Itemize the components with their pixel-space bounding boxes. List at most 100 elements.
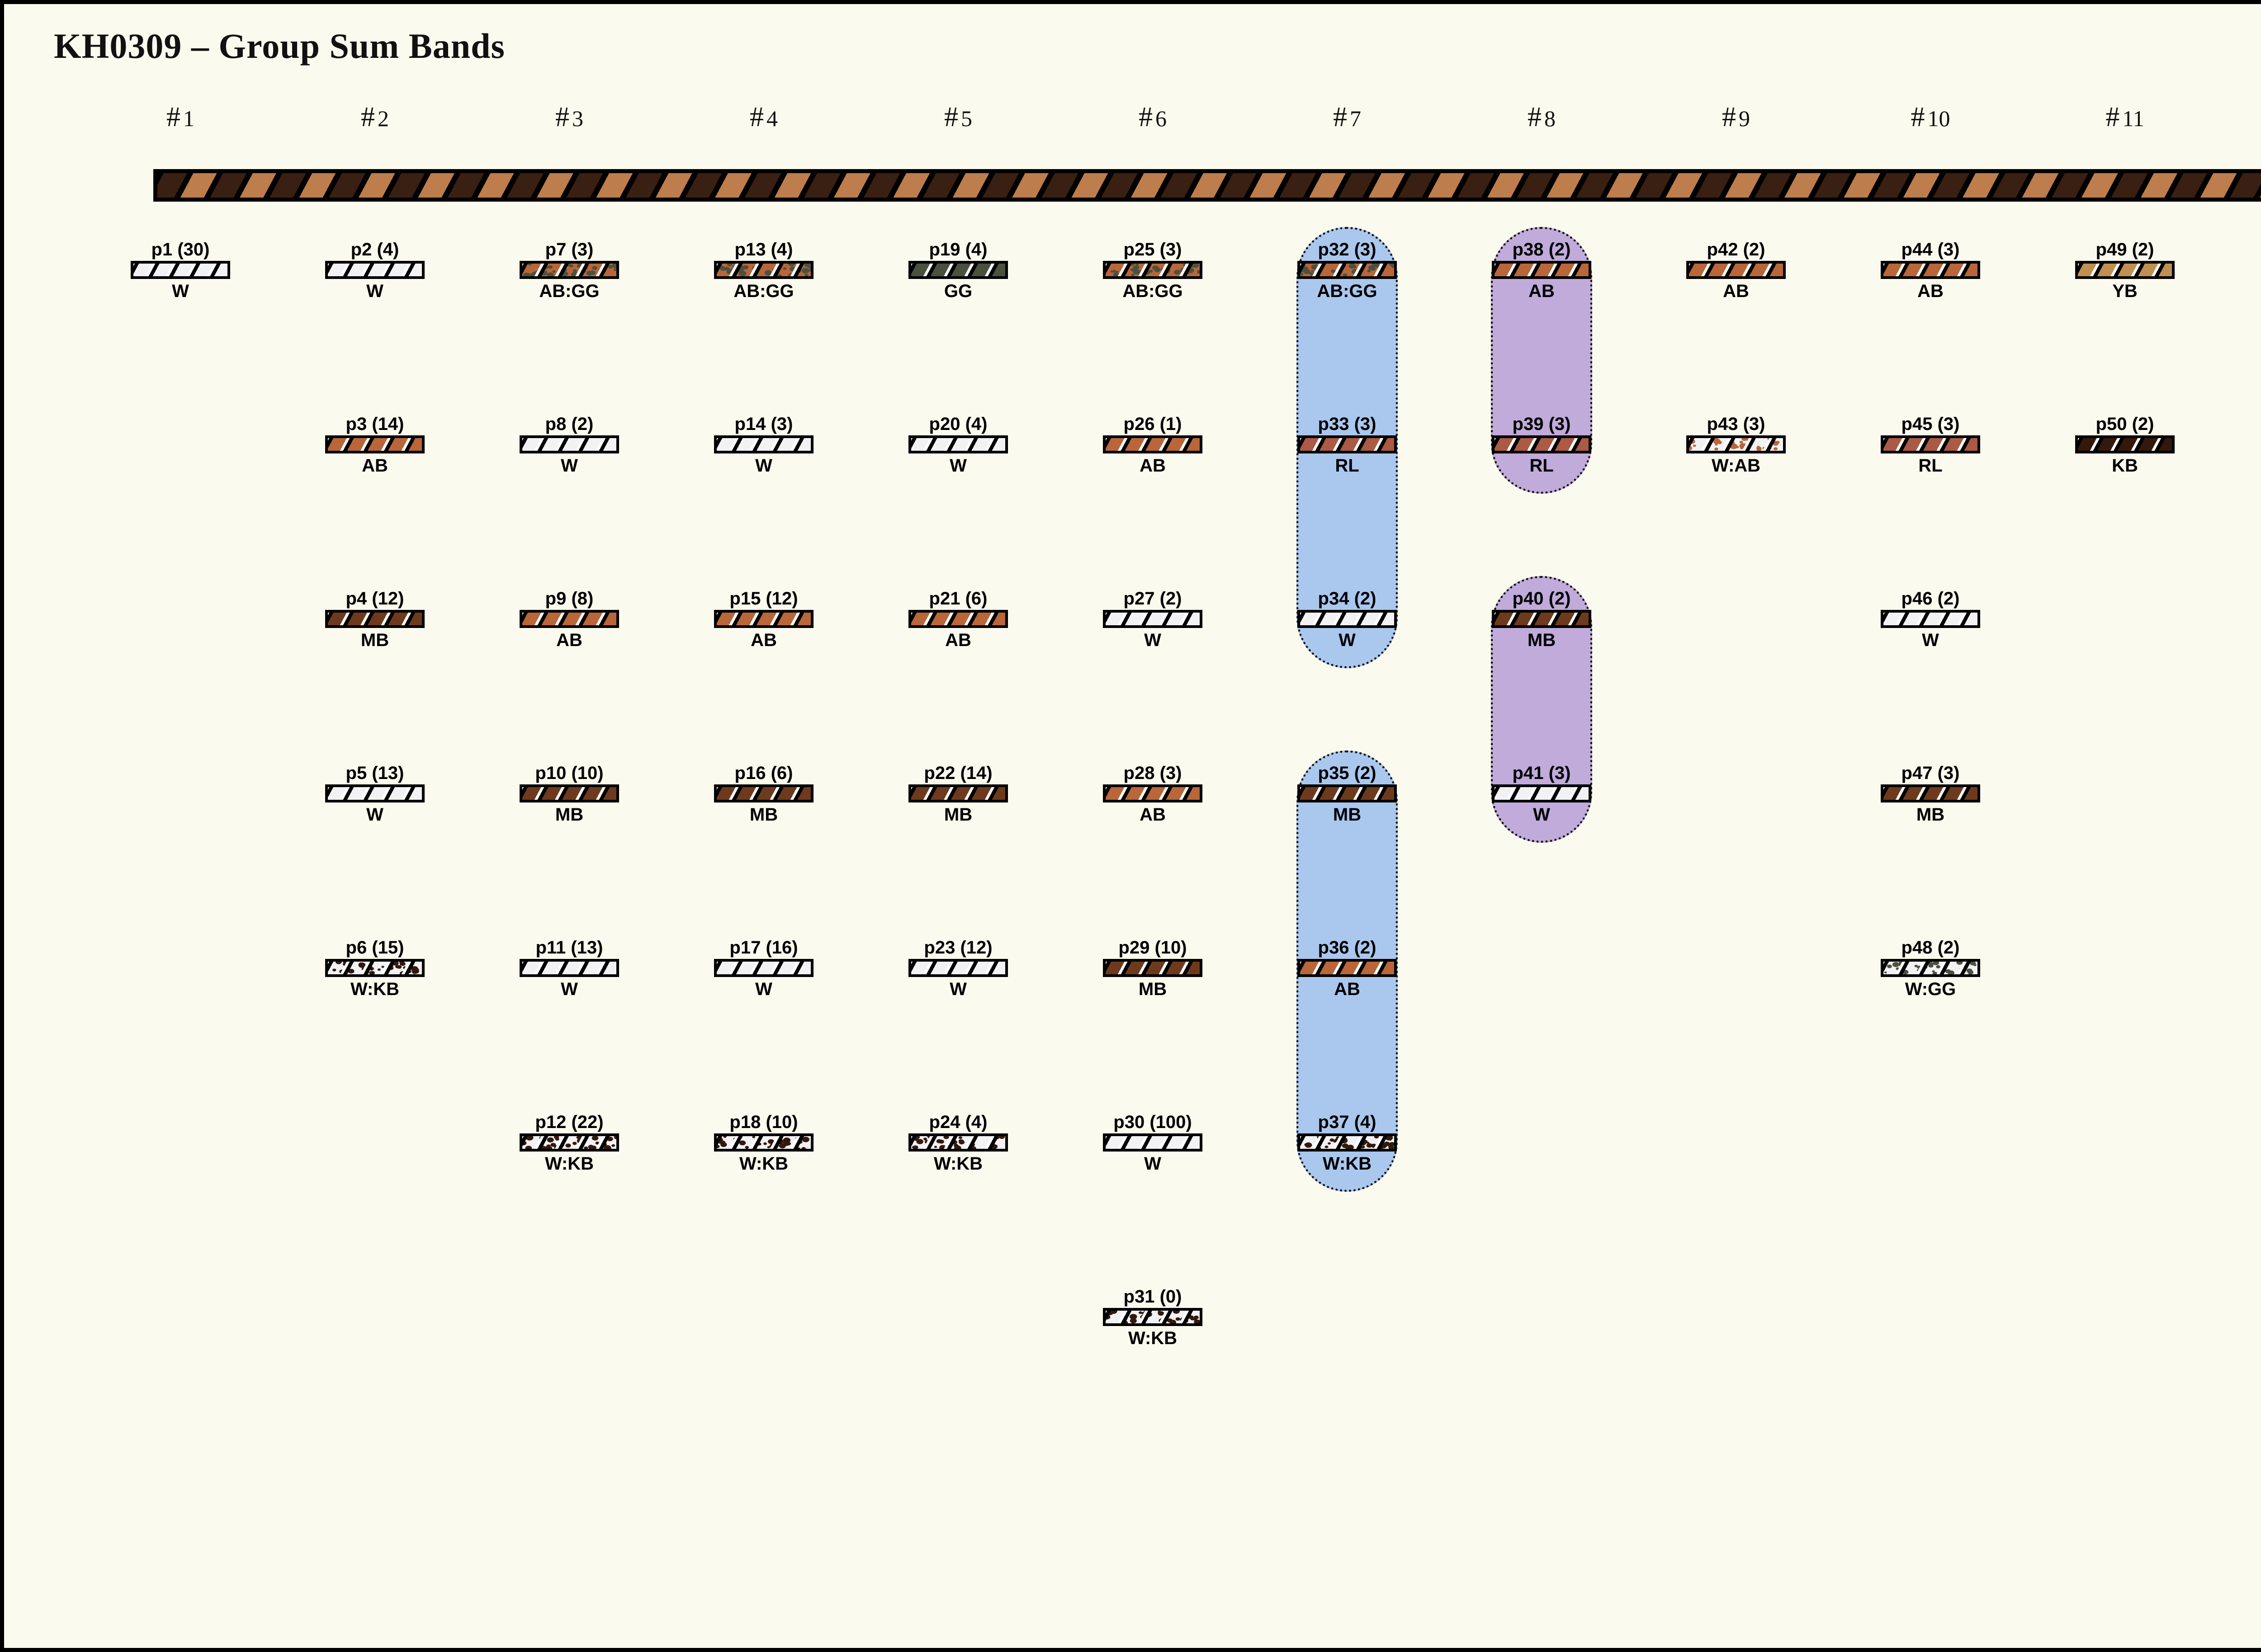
band-cell-p15[interactable]: p15 (12) AB (705, 590, 823, 649)
band-cell-p8[interactable]: p8 (2) W (511, 415, 628, 475)
band-cell-p50[interactable]: p50 (2) KB (2066, 415, 2184, 475)
band-cell-p22[interactable]: p22 (14) MB (899, 764, 1017, 824)
band-swatch-p33[interactable] (1297, 435, 1397, 453)
band-cell-p33[interactable]: p33 (3) RL (1288, 415, 1406, 475)
band-cell-p45[interactable]: p45 (3) RL (1872, 415, 1989, 475)
band-swatch-p16[interactable] (714, 784, 814, 802)
band-cell-p40[interactable]: p40 (2) MB (1483, 590, 1600, 649)
band-cell-p29[interactable]: p29 (10) MB (1094, 939, 1211, 998)
band-cell-p42[interactable]: p42 (2) AB (1677, 241, 1795, 300)
band-swatch-p32[interactable] (1297, 261, 1397, 279)
band-swatch-p19[interactable] (908, 261, 1008, 279)
band-swatch-p8[interactable] (520, 435, 619, 453)
band-swatch-p39[interactable] (1492, 435, 1591, 453)
band-cell-p17[interactable]: p17 (16) W (705, 939, 823, 998)
band-swatch-p45[interactable] (1881, 435, 1980, 453)
band-cell-p28[interactable]: p28 (3) AB (1094, 764, 1211, 824)
band-swatch-p1[interactable] (131, 261, 230, 279)
band-swatch-p2[interactable] (325, 261, 425, 279)
band-swatch-p28[interactable] (1103, 784, 1202, 802)
band-swatch-p46[interactable] (1881, 610, 1980, 628)
band-swatch-p10[interactable] (520, 784, 619, 802)
band-cell-p47[interactable]: p47 (3) MB (1872, 764, 1989, 824)
band-swatch-p13[interactable] (714, 261, 814, 279)
band-swatch-p25[interactable] (1103, 261, 1202, 279)
band-cell-p27[interactable]: p27 (2) W (1094, 590, 1211, 649)
band-cell-p49[interactable]: p49 (2) YB (2066, 241, 2184, 300)
band-swatch-p50[interactable] (2075, 435, 2175, 453)
band-swatch-p26[interactable] (1103, 435, 1202, 453)
band-cell-p26[interactable]: p26 (1) AB (1094, 415, 1211, 475)
band-swatch-p7[interactable] (520, 261, 619, 279)
band-cell-p3[interactable]: p3 (14) AB (316, 415, 434, 475)
band-cell-p48[interactable]: p48 (2) W:GG (1872, 939, 1989, 998)
band-cell-p31[interactable]: p31 (0) W:KB (1094, 1288, 1211, 1347)
band-swatch-p12[interactable] (520, 1133, 619, 1152)
band-swatch-p42[interactable] (1686, 261, 1786, 279)
band-cell-p23[interactable]: p23 (12) W (899, 939, 1017, 998)
band-swatch-p35[interactable] (1297, 784, 1397, 802)
band-swatch-p20[interactable] (908, 435, 1008, 453)
band-swatch-p14[interactable] (714, 435, 814, 453)
band-swatch-p37[interactable] (1297, 1133, 1397, 1152)
band-swatch-p38[interactable] (1492, 261, 1591, 279)
band-swatch-p18[interactable] (714, 1133, 814, 1152)
band-cell-p21[interactable]: p21 (6) AB (899, 590, 1017, 649)
band-swatch-p27[interactable] (1103, 610, 1202, 628)
band-swatch-p11[interactable] (520, 959, 619, 977)
band-cell-p4[interactable]: p4 (12) MB (316, 590, 434, 649)
band-cell-p30[interactable]: p30 (100) W (1094, 1113, 1211, 1173)
band-swatch-p49[interactable] (2075, 261, 2175, 279)
band-swatch-p47[interactable] (1881, 784, 1980, 802)
band-cell-p44[interactable]: p44 (3) AB (1872, 241, 1989, 300)
band-cell-p34[interactable]: p34 (2) W (1288, 590, 1406, 649)
band-cell-p32[interactable]: p32 (3) AB:GG (1288, 241, 1406, 300)
band-cell-p24[interactable]: p24 (4) W:KB (899, 1113, 1017, 1173)
band-swatch-p41[interactable] (1492, 784, 1591, 802)
band-cell-p1[interactable]: p1 (30) W (122, 241, 239, 300)
band-cell-p39[interactable]: p39 (3) RL (1483, 415, 1600, 475)
band-swatch-p44[interactable] (1881, 261, 1980, 279)
band-swatch-p31[interactable] (1103, 1308, 1202, 1326)
band-swatch-p29[interactable] (1103, 959, 1202, 977)
band-swatch-p40[interactable] (1492, 610, 1591, 628)
band-swatch-p5[interactable] (325, 784, 425, 802)
band-cell-p19[interactable]: p19 (4) GG (899, 241, 1017, 300)
band-cell-p35[interactable]: p35 (2) MB (1288, 764, 1406, 824)
band-cell-p11[interactable]: p11 (13) W (511, 939, 628, 998)
band-cell-p18[interactable]: p18 (10) W:KB (705, 1113, 823, 1173)
band-swatch-p15[interactable] (714, 610, 814, 628)
band-swatch-p34[interactable] (1297, 610, 1397, 628)
band-swatch-p9[interactable] (520, 610, 619, 628)
band-cell-p13[interactable]: p13 (4) AB:GG (705, 241, 823, 300)
band-cell-p12[interactable]: p12 (22) W:KB (511, 1113, 628, 1173)
band-cell-p5[interactable]: p5 (13) W (316, 764, 434, 824)
band-swatch-p30[interactable] (1103, 1133, 1202, 1152)
band-swatch-p21[interactable] (908, 610, 1008, 628)
band-cell-p20[interactable]: p20 (4) W (899, 415, 1017, 475)
band-swatch-p22[interactable] (908, 784, 1008, 802)
band-swatch-p23[interactable] (908, 959, 1008, 977)
band-cell-p10[interactable]: p10 (10) MB (511, 764, 628, 824)
band-swatch-p17[interactable] (714, 959, 814, 977)
band-cell-p46[interactable]: p46 (2) W (1872, 590, 1989, 649)
band-swatch-p4[interactable] (325, 610, 425, 628)
band-swatch-p43[interactable] (1686, 435, 1786, 453)
band-cell-p25[interactable]: p25 (3) AB:GG (1094, 241, 1211, 300)
band-cell-p16[interactable]: p16 (6) MB (705, 764, 823, 824)
band-swatch-p48[interactable] (1881, 959, 1980, 977)
band-cell-p43[interactable]: p43 (3) W:AB (1677, 415, 1795, 475)
band-cell-p14[interactable]: p14 (3) W (705, 415, 823, 475)
band-cell-p6[interactable]: p6 (15) W:KB (316, 939, 434, 998)
band-swatch-p3[interactable] (325, 435, 425, 453)
band-cell-p2[interactable]: p2 (4) W (316, 241, 434, 300)
band-swatch-p24[interactable] (908, 1133, 1008, 1152)
band-cell-p36[interactable]: p36 (2) AB (1288, 939, 1406, 998)
band-cell-p9[interactable]: p9 (8) AB (511, 590, 628, 649)
band-cell-p38[interactable]: p38 (2) AB (1483, 241, 1600, 300)
band-swatch-p36[interactable] (1297, 959, 1397, 977)
band-cell-p41[interactable]: p41 (3) W (1483, 764, 1600, 824)
band-cell-p7[interactable]: p7 (3) AB:GG (511, 241, 628, 300)
band-cell-p37[interactable]: p37 (4) W:KB (1288, 1113, 1406, 1173)
band-swatch-p6[interactable] (325, 959, 425, 977)
